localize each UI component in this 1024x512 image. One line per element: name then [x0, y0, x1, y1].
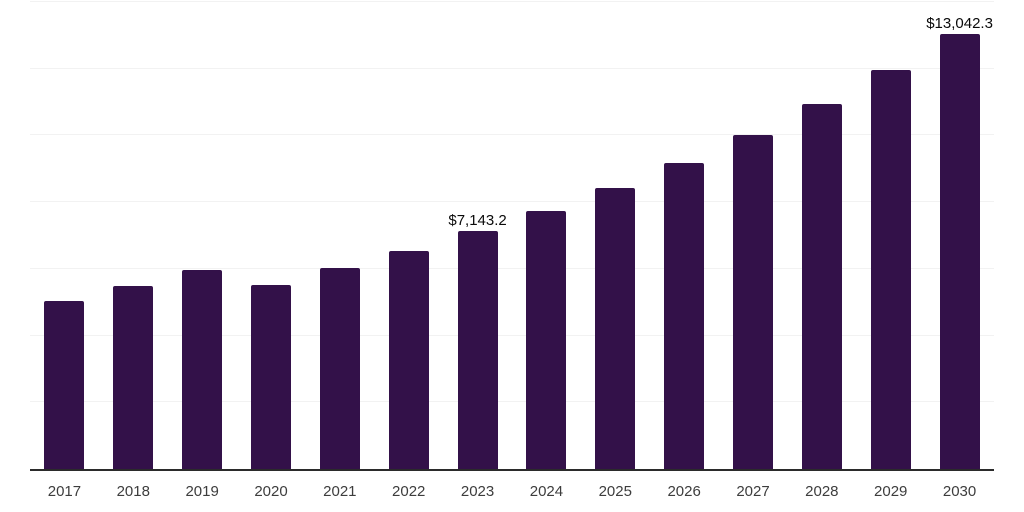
bar-2017	[44, 300, 85, 469]
x-tick-2027: 2027	[736, 483, 770, 500]
bar-2028	[801, 103, 842, 469]
bar-2027	[733, 134, 773, 469]
x-tick-2029: 2029	[874, 483, 908, 500]
x-tick-2017: 2017	[47, 483, 82, 500]
x-tick-2021: 2021	[323, 483, 357, 500]
x-tick-2026: 2026	[667, 483, 701, 500]
x-tick-2020: 2020	[254, 483, 288, 500]
bar-2021	[319, 268, 360, 469]
x-tick-2019: 2019	[185, 483, 219, 500]
data-label-2030: $13,042.3	[926, 14, 993, 32]
x-axis-line	[30, 469, 994, 471]
bar-2023	[457, 230, 498, 469]
bar-2018	[113, 286, 154, 469]
gridline	[30, 201, 994, 203]
x-tick-2025: 2025	[598, 483, 632, 500]
x-tick-2022: 2022	[392, 483, 426, 500]
x-tick-2030: 2030	[942, 483, 977, 500]
bar-2020	[251, 285, 291, 469]
bar-2029	[870, 69, 911, 469]
x-axis-labels: 2017 2018 2019 2020 2021 2022 2023 2024 2025 2026…	[30, 483, 994, 503]
x-tick-2024: 2024	[529, 483, 564, 500]
bar-2022	[388, 251, 429, 469]
gridline	[30, 67, 994, 69]
gridline	[30, 267, 994, 269]
x-tick-2018: 2018	[116, 483, 150, 500]
bar-2026	[664, 162, 705, 469]
gridline	[30, 1, 994, 2]
bar-2024	[526, 210, 567, 469]
gridline	[30, 401, 994, 403]
x-tick-2028: 2028	[805, 483, 839, 500]
bar-2019	[182, 270, 223, 469]
bar-2030	[939, 33, 980, 469]
x-tick-2023: 2023	[460, 483, 495, 500]
plot-area: $7,143.2 $13,042.3	[30, 1, 994, 469]
gridline	[30, 334, 994, 336]
bar-2025	[595, 187, 636, 469]
data-label-2023: $7,143.2	[448, 211, 507, 229]
gridline	[30, 134, 994, 136]
